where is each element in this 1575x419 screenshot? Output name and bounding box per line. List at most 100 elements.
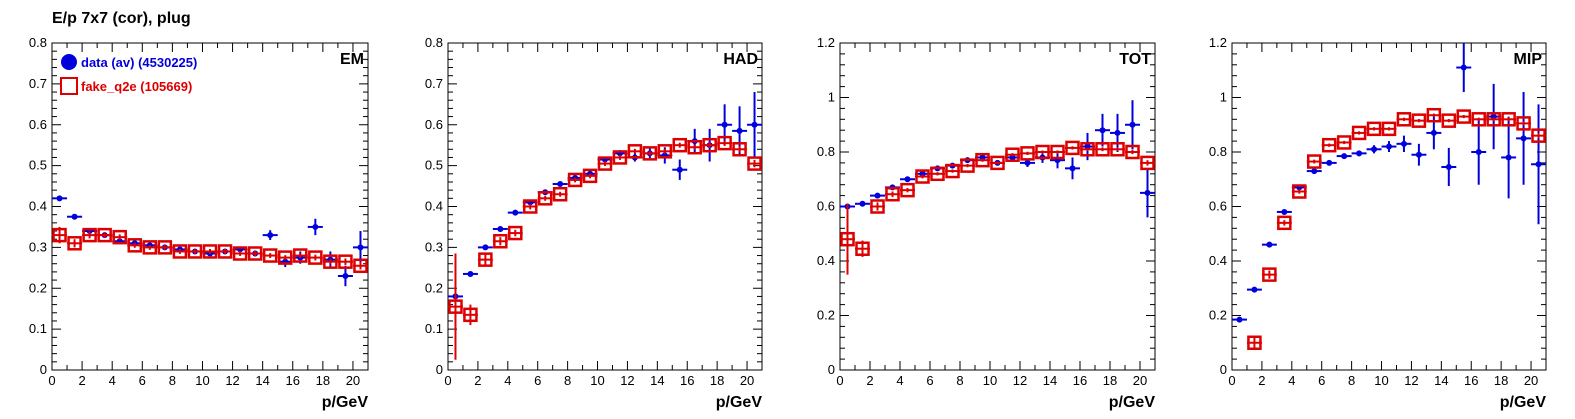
data-point [1009,154,1016,161]
fake-point [1035,144,1050,160]
fake-point [702,137,717,153]
fake-point [1411,113,1427,128]
legend-label-fake: fake_q2e (105669) [81,79,192,94]
x-axis-label: p/GeV [716,394,763,411]
y-tick-label: 0.5 [425,158,443,173]
x-tick-label: 4 [504,373,511,388]
x-tick-label: 10 [590,373,604,388]
data-point [267,232,274,239]
x-tick-label: 4 [109,373,116,388]
fake-point [1321,137,1337,153]
y-tick-label: 1 [828,90,835,105]
x-tick-label: 16 [1073,373,1087,388]
panel-title: MIP [1514,51,1543,68]
x-tick-label: 2 [474,373,481,388]
fake-point [990,155,1005,171]
chart-panel-tot: 0 0.2 0.4 0.6 0.8 1 1.2 0 2 4 6 8 10 12 14 16 18 20 p/GeV T… [817,35,1156,411]
data-point [1311,168,1318,175]
legend: data (av) (4530225) fake_q2e (105669) [60,54,197,95]
fake-point [1336,135,1352,150]
y-tick-label: 0.4 [425,199,443,214]
fake-point [202,244,218,259]
fake-point [900,182,915,198]
fake-point [1516,116,1531,131]
y-tick-label: 0 [828,362,835,377]
data-point [1069,165,1076,172]
fake-point [82,227,97,243]
fake-point [522,199,538,214]
y-tick-label: 1.2 [817,35,835,50]
fake-point [1005,147,1020,162]
fake-point [1306,154,1322,169]
y-tick-label: 0.8 [1209,144,1227,159]
fake-point [1366,121,1382,137]
fake-point [1396,112,1412,127]
panel-title: HAD [723,51,758,68]
data-point [751,121,758,128]
x-tick-label: 18 [1103,373,1117,388]
y-tick-label: 0 [436,362,443,377]
y-tick-label: 0.6 [1209,199,1227,214]
x-tick-label: 0 [444,373,451,388]
y-tick-label: 0.2 [425,280,443,295]
data-point [342,272,349,279]
data-point [482,244,489,251]
data-point [874,192,881,199]
fake-point [1441,113,1457,128]
fake-point [840,231,855,247]
x-tick-label: 14 [1043,373,1057,388]
x-tick-label: 12 [620,373,634,388]
y-tick-label: 0.3 [425,239,443,254]
fake-point [67,236,82,251]
x-tick-label: 4 [1288,373,1295,388]
fake-point [157,240,173,255]
data-point [467,270,474,277]
data-point [904,176,911,183]
x-tick-label: 6 [139,373,146,388]
data-point [1144,189,1151,196]
fake-point [1080,142,1095,157]
x-tick-label: 6 [1318,373,1325,388]
x-tick-label: 4 [896,373,903,388]
y-tick-label: 0.2 [817,308,835,323]
fake-point [1065,140,1080,156]
y-tick-label: 0 [40,362,47,377]
x-tick-label: 0 [836,373,843,388]
x-tick-label: 2 [1258,373,1265,388]
data-point [1024,159,1031,166]
fake-point [747,156,762,171]
fake-point [885,186,900,202]
data-point [1099,127,1106,134]
data-point [512,209,519,216]
fake-point [493,233,508,249]
fake-point [975,152,990,168]
x-axis-label: p/GeV [322,394,369,411]
y-tick-label: 0.4 [817,253,835,268]
x-axis-label: p/GeV [1500,394,1547,411]
y-tick-label: 0.2 [29,280,47,295]
y-tick-label: 0.2 [1209,308,1227,323]
x-tick-label: 14 [650,373,664,388]
y-tick-label: 0 [1220,362,1227,377]
data-point [1371,146,1378,153]
x-tick-label: 8 [1348,373,1355,388]
fake-point [1381,121,1397,137]
data-point [1236,316,1243,323]
data-point [1129,121,1136,128]
fake-point [187,244,203,259]
data-point [1415,151,1422,158]
data-point [1084,143,1091,150]
x-tick-label: 0 [48,373,55,388]
y-tick-label: 0.1 [29,321,47,336]
x-tick-label: 10 [195,373,209,388]
fake-point [1292,184,1307,199]
y-tick-label: 0.4 [29,199,47,214]
fake-point [642,146,658,161]
x-tick-label: 16 [1464,373,1478,388]
data-point [1535,161,1542,168]
fake-point [1501,112,1516,127]
x-tick-label: 12 [1013,373,1027,388]
legend-marker-fake [60,77,78,95]
fake-point [945,163,960,179]
fake-point [277,250,293,265]
